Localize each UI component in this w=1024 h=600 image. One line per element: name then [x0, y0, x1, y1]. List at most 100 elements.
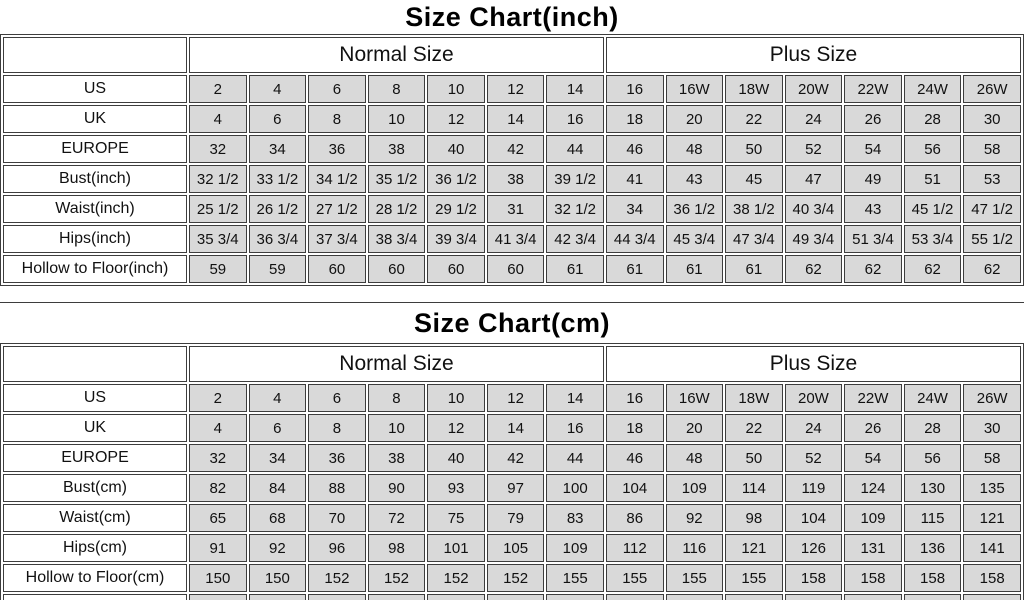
size-value-cell: 84 — [248, 474, 307, 502]
size-value-cell — [189, 594, 247, 600]
size-value-cell: 158 — [963, 564, 1021, 592]
size-value-cell: 40 3/4 — [784, 195, 843, 223]
size-value-cell: 16W — [665, 75, 724, 103]
clipped-partial-row — [3, 594, 1021, 600]
size-value-cell: 43 — [665, 165, 724, 193]
size-value-cell: 24 — [784, 105, 843, 133]
size-value-cell: 92 — [248, 534, 307, 562]
size-value-cell: 150 — [248, 564, 307, 592]
table-row: UK 4 6 8 10 12 14 16 18 20 22 24 26 28 30 — [3, 414, 1021, 442]
size-value-cell: 152 — [308, 564, 366, 592]
size-value-cell: 124 — [844, 474, 902, 502]
size-value-cell: 90 — [367, 474, 426, 502]
size-value-cell: 62 — [963, 255, 1021, 283]
size-value-cell — [546, 594, 604, 600]
size-chart-inch-table: Normal Size Plus Size US 2 4 6 8 10 12 14 16 16W 18W… — [0, 34, 1024, 286]
row-label: EUROPE — [3, 444, 187, 472]
size-value-cell: 12 — [486, 384, 545, 412]
size-value-cell: 40 — [427, 135, 485, 163]
size-value-cell: 59 — [189, 255, 247, 283]
size-value-cell: 68 — [248, 504, 307, 532]
size-value-cell: 6 — [248, 414, 307, 442]
size-value-cell: 36 3/4 — [248, 225, 307, 253]
size-value-cell: 2 — [189, 384, 247, 412]
size-value-cell — [844, 594, 902, 600]
size-value-cell: 98 — [367, 534, 426, 562]
size-value-cell: 62 — [784, 255, 843, 283]
size-value-cell: 49 — [844, 165, 902, 193]
size-value-cell: 152 — [367, 564, 426, 592]
row-label: Bust(inch) — [3, 165, 187, 193]
size-value-cell: 38 3/4 — [367, 225, 426, 253]
group-header-plus-size: Plus Size — [605, 37, 1021, 73]
size-value-cell: 4 — [248, 384, 307, 412]
table-row: Hollow to Floor(cm) 150 150 152 152 152 152 155… — [3, 564, 1021, 592]
size-value-cell: 26 1/2 — [248, 195, 307, 223]
size-value-cell: 51 3/4 — [844, 225, 902, 253]
size-value-cell: 41 3/4 — [486, 225, 545, 253]
size-value-cell: 24W — [903, 75, 962, 103]
size-value-cell: 42 3/4 — [546, 225, 604, 253]
size-value-cell: 20 — [665, 105, 724, 133]
row-label: EUROPE — [3, 135, 187, 163]
size-value-cell: 10 — [367, 105, 426, 133]
size-value-cell: 158 — [784, 564, 843, 592]
size-value-cell — [665, 594, 724, 600]
size-value-cell: 158 — [903, 564, 962, 592]
size-value-cell: 75 — [427, 504, 485, 532]
size-value-cell: 14 — [546, 384, 604, 412]
size-value-cell: 26W — [963, 384, 1021, 412]
table-row: Waist(inch) 25 1/2 26 1/2 27 1/2 28 1/2 29 1/… — [3, 195, 1021, 223]
size-value-cell — [486, 594, 545, 600]
size-value-cell: 70 — [308, 504, 366, 532]
size-value-cell: 14 — [546, 75, 604, 103]
row-label: US — [3, 384, 187, 412]
table-row: Hips(inch) 35 3/4 36 3/4 37 3/4 38 3/4 39 3/4… — [3, 225, 1021, 253]
table-row: EUROPE 32 34 36 38 40 42 44 46 48 50 52 54 56 58 — [3, 135, 1021, 163]
size-value-cell: 42 — [486, 135, 545, 163]
size-value-cell: 52 — [784, 444, 843, 472]
size-value-cell: 30 — [963, 105, 1021, 133]
size-value-cell: 45 1/2 — [903, 195, 962, 223]
corner-cell — [3, 346, 187, 382]
size-value-cell: 60 — [367, 255, 426, 283]
size-value-cell: 44 — [546, 135, 604, 163]
size-value-cell: 27 1/2 — [308, 195, 366, 223]
size-value-cell: 114 — [725, 474, 783, 502]
size-value-cell: 4 — [189, 105, 247, 133]
size-value-cell: 34 — [248, 444, 307, 472]
size-value-cell: 44 — [546, 444, 604, 472]
size-value-cell: 38 — [367, 444, 426, 472]
size-value-cell: 91 — [189, 534, 247, 562]
size-value-cell: 6 — [248, 105, 307, 133]
size-value-cell: 32 — [189, 444, 247, 472]
size-value-cell: 47 1/2 — [963, 195, 1021, 223]
size-value-cell: 36 1/2 — [427, 165, 485, 193]
size-value-cell: 51 — [903, 165, 962, 193]
size-value-cell: 32 — [189, 135, 247, 163]
size-value-cell: 22 — [725, 414, 783, 442]
size-value-cell: 155 — [665, 564, 724, 592]
size-value-cell: 100 — [546, 474, 604, 502]
size-value-cell: 26W — [963, 75, 1021, 103]
size-value-cell: 54 — [844, 135, 902, 163]
size-value-cell — [308, 594, 366, 600]
size-value-cell: 8 — [308, 414, 366, 442]
row-label: UK — [3, 414, 187, 442]
row-label: Hollow to Floor(inch) — [3, 255, 187, 283]
size-value-cell: 39 1/2 — [546, 165, 604, 193]
size-value-cell: 16W — [665, 384, 724, 412]
size-value-cell — [248, 594, 307, 600]
table-row: Waist(cm) 65 68 70 72 75 79 83 86 92 98 104 109 115 12… — [3, 504, 1021, 532]
size-value-cell: 4 — [189, 414, 247, 442]
size-value-cell: 28 — [903, 414, 962, 442]
group-header-plus-size: Plus Size — [605, 346, 1021, 382]
size-chart-cm-title: Size Chart(cm) — [413, 308, 611, 338]
size-value-cell: 53 — [963, 165, 1021, 193]
size-value-cell: 152 — [427, 564, 485, 592]
size-value-cell: 38 — [367, 135, 426, 163]
size-value-cell: 109 — [546, 534, 604, 562]
size-value-cell: 6 — [308, 384, 366, 412]
size-value-cell — [963, 594, 1021, 600]
